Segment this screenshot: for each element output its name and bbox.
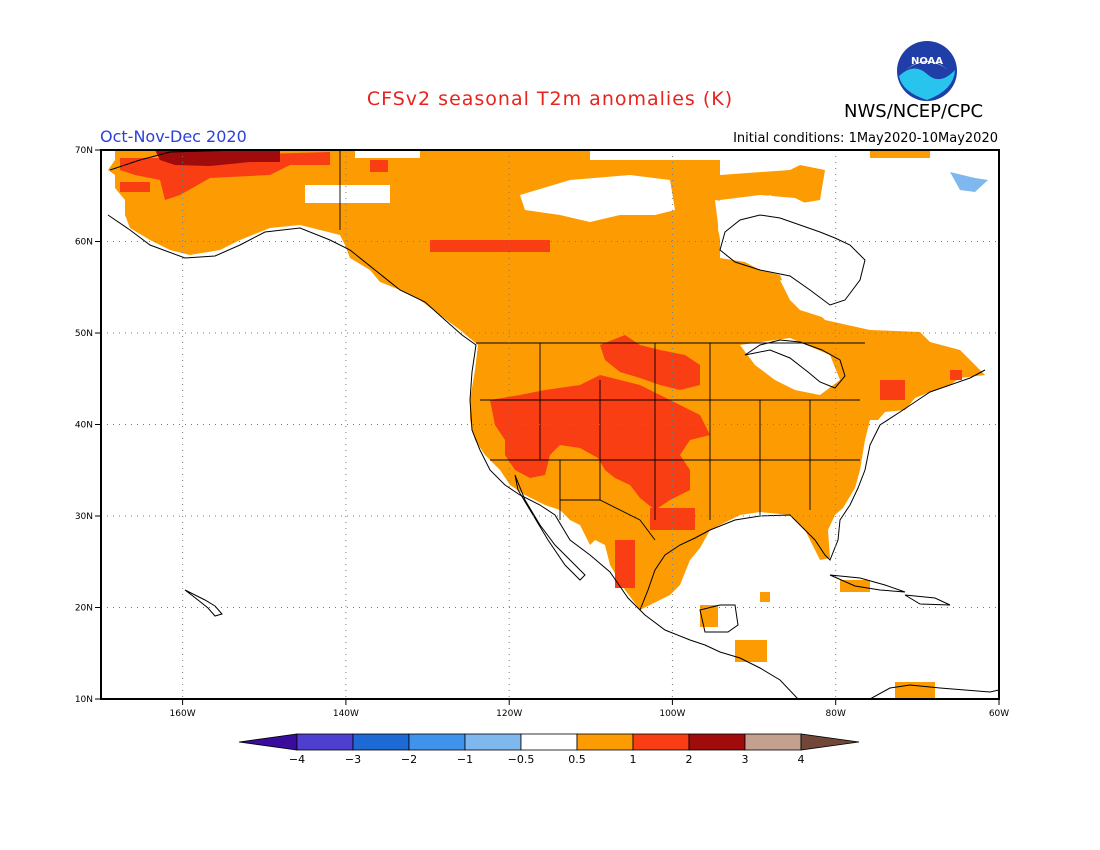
legend-tick-label: 3	[742, 753, 749, 766]
red-sierra-madre	[615, 540, 635, 588]
anomaly-region-2-3	[155, 150, 280, 166]
white-great-lakes	[740, 338, 840, 395]
lon-label-80W: 80W	[826, 709, 846, 719]
south-america	[869, 684, 999, 699]
legend-tick-label: 4	[798, 753, 805, 766]
legend-swatch	[520, 733, 578, 751]
legend-tick-label: −1	[457, 753, 473, 766]
legend-tick-label: 1	[630, 753, 637, 766]
legend-swatch	[296, 733, 354, 751]
orange-alaska-canada	[108, 150, 985, 610]
red-new-england	[880, 380, 905, 400]
red-texas-south	[650, 508, 695, 530]
hudson-bay	[719, 214, 866, 306]
lon-label-60W: 60W	[989, 709, 1009, 719]
lon-label-120W: 120W	[496, 709, 522, 719]
lightblue-greenland	[950, 172, 988, 192]
lon-label-140W: 140W	[333, 709, 359, 719]
coastlines	[107, 150, 999, 699]
forecast-period: Oct-Nov-Dec 2020	[100, 127, 247, 146]
legend-swatch	[632, 733, 690, 751]
legend-swatch	[576, 733, 634, 751]
agency-label: NWS/NCEP/CPC	[844, 101, 984, 122]
legend-swatch	[688, 733, 746, 751]
lat-label-40N: 40N	[75, 421, 93, 431]
axis-ticks	[95, 149, 1000, 705]
anomaly-map: 70N 60N 50N 40N 30N 20N 10N 160W 140W 12…	[75, 146, 1009, 719]
legend-tick-label: −3	[345, 753, 361, 766]
darkred-alaska	[155, 150, 280, 166]
lat-label-70N: 70N	[75, 146, 93, 156]
legend-tick-label: −4	[289, 753, 305, 766]
legend-arrow-low	[238, 733, 298, 751]
legend-tick-label: −0.5	[508, 753, 535, 766]
lat-label-10N: 10N	[75, 695, 93, 705]
red-yukon-patch	[370, 160, 388, 172]
baja	[514, 474, 586, 581]
orange-caribbean	[760, 592, 770, 602]
orange-yucatan	[700, 605, 718, 627]
white-yukon	[305, 185, 390, 203]
lat-label-50N: 50N	[75, 329, 93, 339]
red-northern-plains	[600, 335, 700, 390]
legend-swatch	[744, 733, 802, 751]
anomaly-region-minus-1-minus-0.5	[950, 172, 988, 192]
white-hudson-bay-region	[718, 195, 830, 280]
hispaniola	[904, 594, 951, 606]
legend-swatch	[408, 733, 466, 751]
orange-central-america	[735, 640, 767, 662]
map-title: CFSv2 seasonal T2m anomalies (K)	[366, 88, 734, 110]
red-alaska-west	[120, 182, 150, 192]
lon-label-100W: 100W	[659, 709, 685, 719]
lat-label-20N: 20N	[75, 604, 93, 614]
legend-arrow-high	[800, 733, 860, 751]
great-lakes	[744, 339, 846, 389]
legend-bar	[238, 733, 860, 751]
lon-label-160W: 160W	[170, 709, 196, 719]
red-northeast-coast	[950, 370, 962, 380]
legend-tick-label: 2	[686, 753, 693, 766]
gulf-coast	[639, 369, 986, 611]
white-hudson-south	[780, 280, 840, 318]
lat-label-30N: 30N	[75, 512, 93, 522]
lat-label-60N: 60N	[75, 238, 93, 248]
hawaii	[184, 589, 223, 617]
orange-greenland-edge	[870, 150, 930, 158]
legend-tick-label: 0.5	[568, 753, 586, 766]
noaa-logo: NOAA	[897, 41, 957, 101]
legend-tick-label: −2	[401, 753, 417, 766]
noaa-logo-text: NOAA	[911, 56, 943, 67]
near-normal-regions	[305, 158, 995, 395]
west-coast	[107, 214, 799, 699]
red-canada-prairie	[430, 240, 550, 252]
white-canada-north	[520, 175, 675, 222]
initial-conditions: Initial conditions: 1May2020-10May2020	[733, 131, 998, 146]
legend-labels: −4 −3 −2 −1 −0.5 0.5 1 2 3 4	[289, 753, 805, 766]
legend-swatch	[352, 733, 410, 751]
legend-swatch	[464, 733, 522, 751]
state-borders	[339, 150, 865, 541]
cuba	[829, 574, 906, 593]
white-northeast-canada	[830, 158, 995, 330]
yucatan-coast	[699, 604, 739, 633]
